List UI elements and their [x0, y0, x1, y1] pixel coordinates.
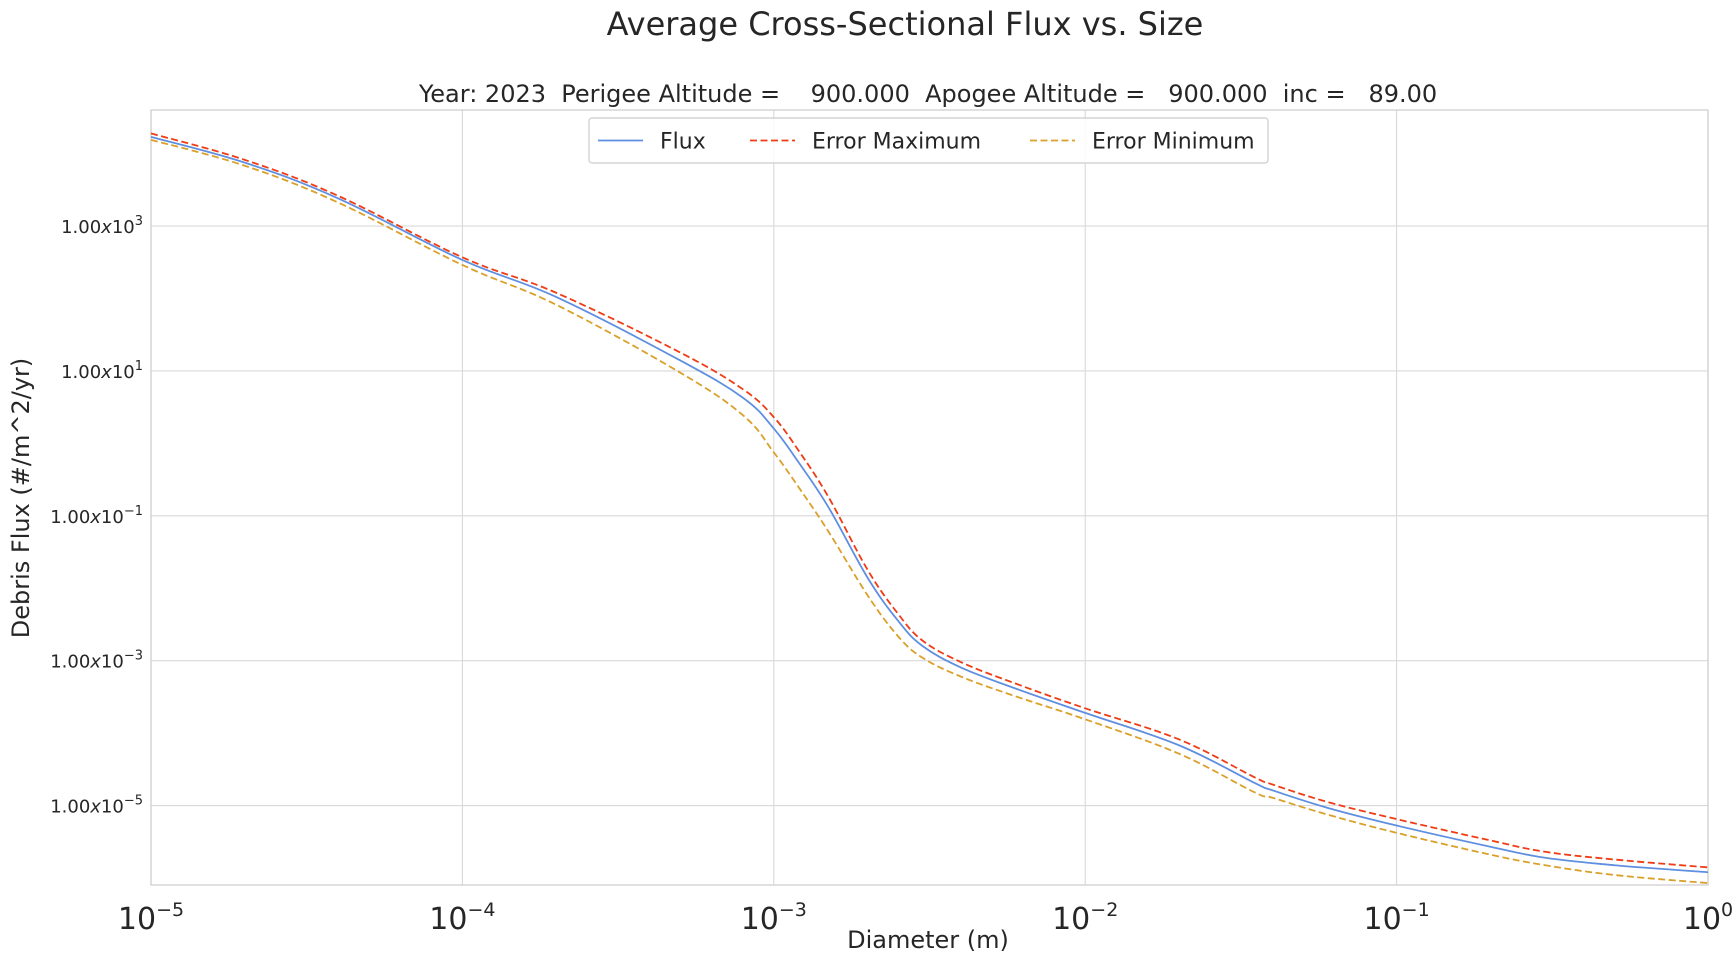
y-tick-label: 1.00x10−5	[50, 794, 143, 818]
y-tick-labels: 1.00x103 1.00x101 1.00x10−1 1.00x10−3 1.00x1…	[50, 214, 143, 817]
x-tick-label: 10−2	[1052, 899, 1118, 937]
x-tick-label: 10−4	[429, 899, 495, 937]
y-tick-label: 1.00x101	[61, 359, 143, 383]
series-line-error-minimum	[150, 138, 1709, 884]
y-tick-label: 1.00x103	[61, 214, 143, 238]
series-line-error-maximum	[150, 132, 1709, 869]
legend-label-error-minimum: Error Minimum	[1092, 130, 1255, 155]
legend-label-error-maximum: Error Maximum	[812, 130, 981, 155]
series-layer	[150, 132, 1709, 884]
legend-box	[588, 117, 1269, 164]
legend: Flux Error Maximum Error Minimum	[588, 117, 1269, 164]
gridlines	[150, 110, 1709, 885]
x-tick-label: 10−5	[118, 899, 184, 937]
y-axis-label: Debris Flux (#/m^2/yr)	[7, 358, 35, 639]
chart-subtitle: Year: 2023 Perigee Altitude = 900.000 Ap…	[418, 80, 1437, 108]
x-axis-label: Diameter (m)	[847, 926, 1009, 954]
x-tick-label: 100	[1683, 899, 1733, 937]
legend-label-flux: Flux	[660, 130, 706, 155]
series-line-flux	[150, 136, 1709, 874]
plot-frame	[150, 109, 1709, 886]
x-tick-label: 10−1	[1363, 899, 1429, 937]
x-tick-labels: 10−5 10−4 10−3 10−2 10−1 100	[118, 899, 1733, 937]
chart-title: Average Cross-Sectional Flux vs. Size	[607, 5, 1204, 43]
y-tick-label: 1.00x10−1	[50, 504, 143, 528]
x-tick-label: 10−3	[741, 899, 807, 937]
y-tick-label: 1.00x10−3	[50, 649, 143, 673]
